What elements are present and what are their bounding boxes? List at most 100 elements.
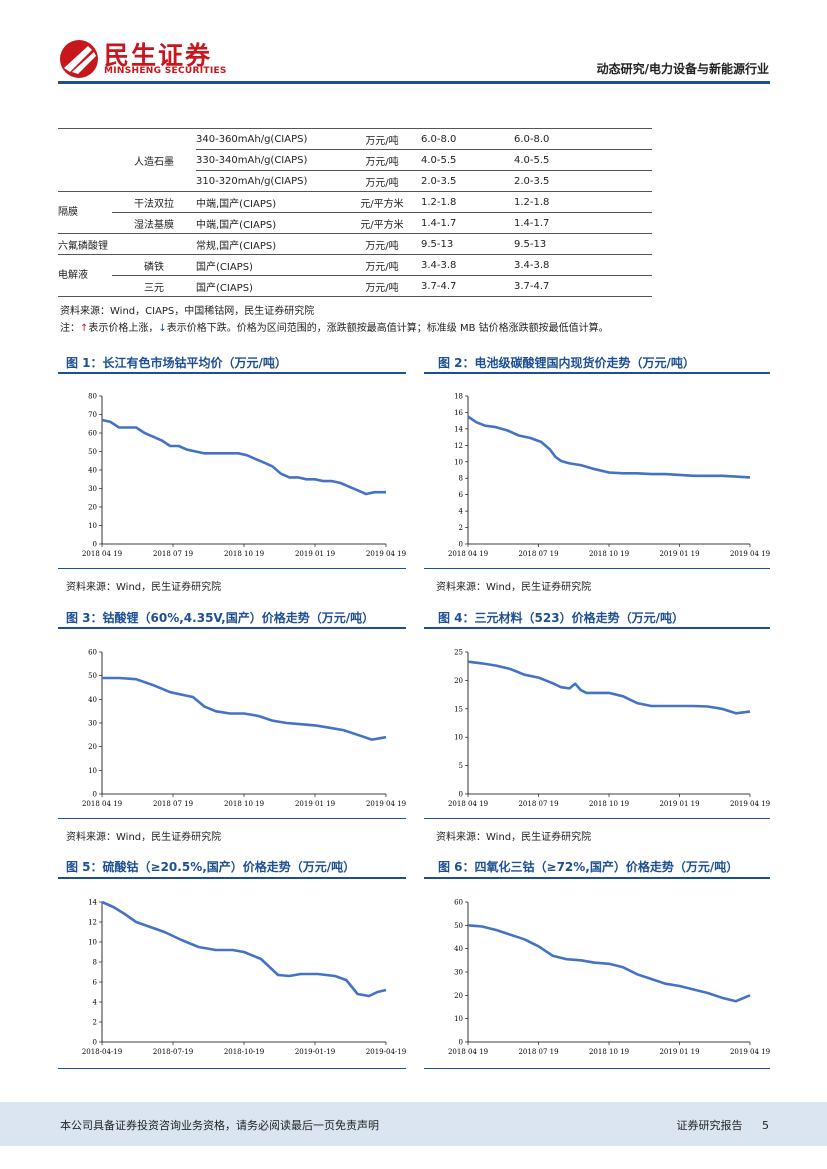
price-series-line — [467, 415, 751, 479]
x-tick-label: 2019 01 19 — [659, 1048, 699, 1056]
x-tick-label: 2019 04 19 — [366, 800, 406, 808]
figure-title: 图 1：长江有色市场钴平均价（万元/吨） — [66, 356, 287, 370]
y-tick-label: 14 — [88, 899, 97, 907]
y-tick-label: 80 — [88, 393, 97, 401]
y-tick-label: 25 — [454, 649, 463, 657]
x-tick-label: 2018 04 19 — [82, 550, 122, 558]
y-tick-label: 60 — [454, 899, 463, 907]
table-row: 电解液 三元 国产(CIAPS) 万元/吨 3.7-4.7 3.7-4.7 — [58, 265, 652, 297]
y-tick-label: 6 — [93, 979, 98, 987]
y-tick-label: 10 — [454, 458, 463, 466]
price-series-line — [467, 924, 751, 1003]
page-footer — [0, 1102, 827, 1146]
table-row: 310-320mAh/g(CIAPS) 万元/吨 2.0-3.5 2.0-3.5 — [58, 170, 652, 192]
figure-title-underline — [58, 877, 406, 879]
y-tick-label: 30 — [88, 485, 97, 493]
y-tick-label: 30 — [454, 969, 463, 977]
y-tick-label: 4 — [93, 999, 98, 1007]
price-series-line — [102, 676, 387, 741]
figure-title: 图 3：钴酸锂（60%,4.35V,国产）价格走势（万元/吨） — [66, 611, 375, 625]
y-tick-label: 20 — [88, 504, 97, 512]
chart-5: 0 2 4 6 8 10 12 14 2018-04-19 2018-07-19 2018-10-1… — [82, 899, 406, 1057]
figure-bottom-rule — [424, 1068, 770, 1069]
figure-title-underline — [58, 627, 406, 629]
x-tick-label: 2019 01 19 — [295, 550, 335, 558]
x-tick-label: 2018 07 19 — [153, 550, 193, 558]
figure-title-underline — [424, 372, 770, 374]
x-tick-label: 2018 10 19 — [224, 800, 264, 808]
y-tick-label: 8 — [93, 959, 97, 967]
x-tick-label: 2018 10 19 — [589, 550, 629, 558]
x-tick-label: 2018 04 19 — [448, 1048, 488, 1056]
y-tick-label: 0 — [93, 791, 97, 799]
y-tick-label: 16 — [454, 409, 463, 417]
y-tick-label: 4 — [459, 508, 464, 516]
up-arrow-icon: ↑ — [80, 323, 89, 334]
x-tick-label: 2018 04 19 — [82, 800, 122, 808]
chart-6: 0 10 20 30 40 50 60 2018 04 19 2018 07 19 2018 10… — [448, 899, 770, 1057]
x-tick-label: 2018 07 19 — [153, 800, 193, 808]
chart-3: 0 10 20 30 40 50 60 2018 04 19 2018 07 19 2018 10… — [82, 649, 406, 809]
table-note: 注：↑表示价格上涨，↓表示价格下跌。价格为区间范围的，涨跌额按最高值计算；标准级… — [60, 323, 609, 334]
table-row: 六氟磷酸锂 常规,国产(CIAPS) 万元/吨 9.5-13 9.5-13 — [58, 233, 652, 255]
figure-bottom-rule — [424, 568, 770, 569]
x-tick-label: 2018 04 19 — [448, 800, 488, 808]
x-tick-label: 2018 10 19 — [589, 800, 629, 808]
chart-4: 0 5 10 15 20 25 2018 04 19 2018 07 19 2018 10 19… — [448, 649, 770, 809]
table-row: 磷铁 国产(CIAPS) 万元/吨 3.4-3.8 3.4-3.8 — [58, 254, 652, 276]
y-tick-label: 2 — [459, 524, 463, 532]
header-divider — [58, 81, 770, 84]
x-tick-label: 2019 01 19 — [659, 800, 699, 808]
y-tick-label: 60 — [88, 430, 97, 438]
y-tick-label: 10 — [88, 522, 97, 530]
y-tick-label: 12 — [88, 919, 97, 927]
y-tick-label: 60 — [88, 649, 97, 657]
material-price-table: 340-360mAh/g(CIAPS) 万元/吨 6.0-8.0 6.0-8.0… — [58, 128, 652, 297]
y-tick-label: 8 — [459, 475, 463, 483]
y-tick-label: 40 — [454, 945, 463, 953]
y-tick-label: 0 — [93, 1039, 97, 1047]
logo-english: MINSHENG SECURITIES — [104, 66, 227, 76]
y-tick-label: 40 — [88, 696, 97, 704]
y-tick-label: 70 — [88, 411, 97, 419]
chart-source: 资料来源：Wind，民生证券研究院 — [436, 582, 592, 593]
y-tick-label: 10 — [88, 767, 97, 775]
down-arrow-icon: ↓ — [158, 323, 167, 334]
y-tick-label: 20 — [88, 743, 97, 751]
figure-title: 图 2：电池级碳酸锂国内现货价走势（万元/吨） — [438, 356, 695, 370]
x-tick-label: 2019 04 19 — [730, 550, 770, 558]
table-source: 资料来源：Wind，CIAPS，中国稀钴网，民生证券研究院 — [60, 306, 315, 317]
footer-disclaimer: 本公司具备证券投资咨询业务资格，请务必阅读最后一页免责声明 — [60, 1119, 379, 1132]
price-series-line — [467, 660, 751, 715]
y-tick-label: 30 — [88, 720, 97, 728]
x-tick-label: 2018 07 19 — [518, 550, 558, 558]
y-tick-label: 50 — [88, 672, 97, 680]
y-tick-label: 40 — [88, 467, 97, 475]
figure-bottom-rule — [58, 818, 406, 819]
y-tick-label: 2 — [93, 1019, 97, 1027]
y-tick-label: 50 — [88, 448, 97, 456]
x-tick-label: 2019 01 19 — [659, 550, 699, 558]
page-number: 5 — [762, 1119, 769, 1132]
logo-chinese: 民生证券 — [104, 41, 213, 70]
x-tick-label: 2019 04 19 — [366, 550, 406, 558]
figure-title: 图 4：三元材料（523）价格走势（万元/吨） — [438, 611, 684, 625]
y-tick-label: 20 — [454, 677, 463, 685]
x-tick-label: 2019 04 19 — [730, 1048, 770, 1056]
minsheng-logo-icon — [60, 40, 98, 78]
table-row: 人造石墨 330-340mAh/g(CIAPS) 万元/吨 4.0-5.5 4.… — [58, 149, 652, 171]
table-row: 340-360mAh/g(CIAPS) 万元/吨 6.0-8.0 6.0-8.0 — [58, 128, 652, 150]
figure-bottom-rule — [424, 818, 770, 819]
y-tick-label: 18 — [454, 393, 463, 401]
figure-title-underline — [424, 877, 770, 879]
x-tick-label: 2019-04-19 — [366, 1048, 406, 1056]
table-row: 干法双拉 中端,国产(CIAPS) 元/平方米 1.2-1.8 1.2-1.8 — [58, 191, 652, 213]
x-tick-label: 2018 04 19 — [448, 550, 488, 558]
x-tick-label: 2018 10 19 — [589, 1048, 629, 1056]
chart-source: 资料来源：Wind，民生证券研究院 — [436, 832, 592, 843]
x-tick-label: 2019 04 19 — [730, 800, 770, 808]
x-tick-label: 2018 10 19 — [224, 550, 264, 558]
figure-bottom-rule — [58, 1068, 406, 1069]
y-tick-label: 5 — [459, 762, 463, 770]
table-row: 隔膜 湿法基膜 中端,国产(CIAPS) 元/平方米 1.4-1.7 1.4-1… — [58, 207, 652, 234]
